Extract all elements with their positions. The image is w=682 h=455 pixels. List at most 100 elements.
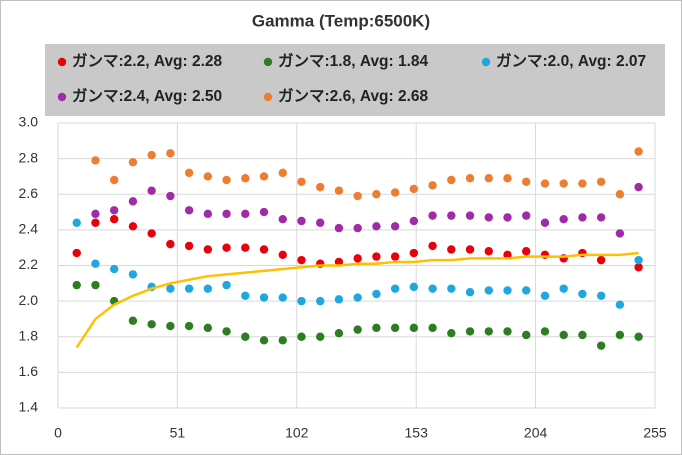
data-point xyxy=(596,255,606,265)
data-point xyxy=(465,174,475,183)
data-point xyxy=(353,223,362,233)
data-point xyxy=(447,284,456,293)
data-point xyxy=(91,259,100,268)
data-point xyxy=(447,175,456,185)
data-point xyxy=(184,168,194,178)
data-point xyxy=(390,323,400,333)
data-point xyxy=(559,284,568,293)
data-point xyxy=(522,247,531,256)
data-point xyxy=(484,213,493,222)
data-point xyxy=(372,190,381,199)
data-point xyxy=(353,293,362,302)
legend-marker xyxy=(481,57,491,67)
data-point xyxy=(91,209,100,219)
data-point xyxy=(353,254,362,263)
data-point xyxy=(203,284,213,293)
data-point xyxy=(484,174,493,183)
data-point xyxy=(447,211,456,220)
data-point xyxy=(72,248,81,258)
data-point xyxy=(634,263,643,272)
data-point xyxy=(316,332,325,341)
data-point xyxy=(184,321,194,331)
data-point xyxy=(184,241,194,251)
legend-marker xyxy=(263,92,273,102)
data-point xyxy=(91,280,100,290)
data-point xyxy=(259,245,269,254)
data-point xyxy=(297,332,306,341)
legend-marker xyxy=(57,57,67,67)
x-tick-label: 51 xyxy=(170,425,186,441)
data-point xyxy=(166,191,175,201)
data-point xyxy=(428,284,437,293)
data-point xyxy=(484,327,493,336)
data-point xyxy=(91,218,100,227)
data-point xyxy=(615,330,625,340)
data-point xyxy=(184,284,194,293)
data-point xyxy=(372,323,381,333)
data-point xyxy=(353,325,362,334)
data-point xyxy=(241,243,250,252)
data-point xyxy=(540,218,550,227)
data-point xyxy=(316,218,325,227)
data-point xyxy=(428,181,437,190)
data-point xyxy=(503,174,512,183)
y-tick-label: 1.4 xyxy=(19,399,39,415)
data-point xyxy=(596,341,606,350)
data-point xyxy=(259,336,269,345)
data-point xyxy=(222,280,231,290)
data-point xyxy=(503,286,512,295)
data-point xyxy=(522,211,531,220)
data-point xyxy=(615,300,625,309)
data-point xyxy=(503,213,512,222)
data-point xyxy=(390,284,400,293)
data-point xyxy=(540,327,550,336)
data-point xyxy=(578,289,587,299)
data-point xyxy=(540,179,550,188)
data-point xyxy=(390,252,400,261)
data-point xyxy=(428,211,437,220)
x-tick-label: 153 xyxy=(405,425,429,441)
legend-label: ガンマ:2.4, Avg: 2.50 xyxy=(72,87,222,105)
data-point xyxy=(447,245,456,254)
x-tick-label: 0 xyxy=(54,425,62,441)
y-tick-label: 2.8 xyxy=(19,149,39,165)
data-point xyxy=(559,330,568,340)
data-point xyxy=(166,149,175,158)
legend-marker xyxy=(263,57,273,67)
data-point xyxy=(203,209,213,219)
data-point xyxy=(522,286,531,295)
data-point xyxy=(316,296,325,306)
data-point xyxy=(128,157,138,167)
data-point xyxy=(278,168,287,178)
y-tick-label: 2.4 xyxy=(19,221,39,237)
y-tick-label: 2.0 xyxy=(19,292,39,308)
data-point xyxy=(147,150,156,160)
data-point xyxy=(409,248,419,258)
data-point xyxy=(634,182,643,192)
data-point xyxy=(128,270,138,279)
x-tick-label: 204 xyxy=(524,425,548,441)
data-point xyxy=(241,174,250,183)
data-point xyxy=(91,156,100,165)
data-point xyxy=(559,179,568,188)
data-point xyxy=(428,241,437,251)
data-point xyxy=(166,321,175,331)
reference-line xyxy=(75,251,639,349)
data-point xyxy=(259,172,269,181)
data-point xyxy=(166,239,175,249)
data-point xyxy=(316,182,325,192)
y-tick-label: 2.2 xyxy=(19,256,39,272)
data-point xyxy=(222,243,231,252)
data-point xyxy=(372,289,381,299)
y-tick-label: 1.8 xyxy=(19,327,39,343)
legend-box xyxy=(45,44,665,116)
data-point xyxy=(428,323,437,333)
data-point xyxy=(166,284,175,293)
data-point xyxy=(334,295,344,304)
data-point xyxy=(241,332,250,341)
legend-label: ガンマ:1.8, Avg: 1.84 xyxy=(278,52,429,70)
data-point xyxy=(259,293,269,302)
data-point xyxy=(559,214,568,224)
data-point xyxy=(409,282,419,292)
